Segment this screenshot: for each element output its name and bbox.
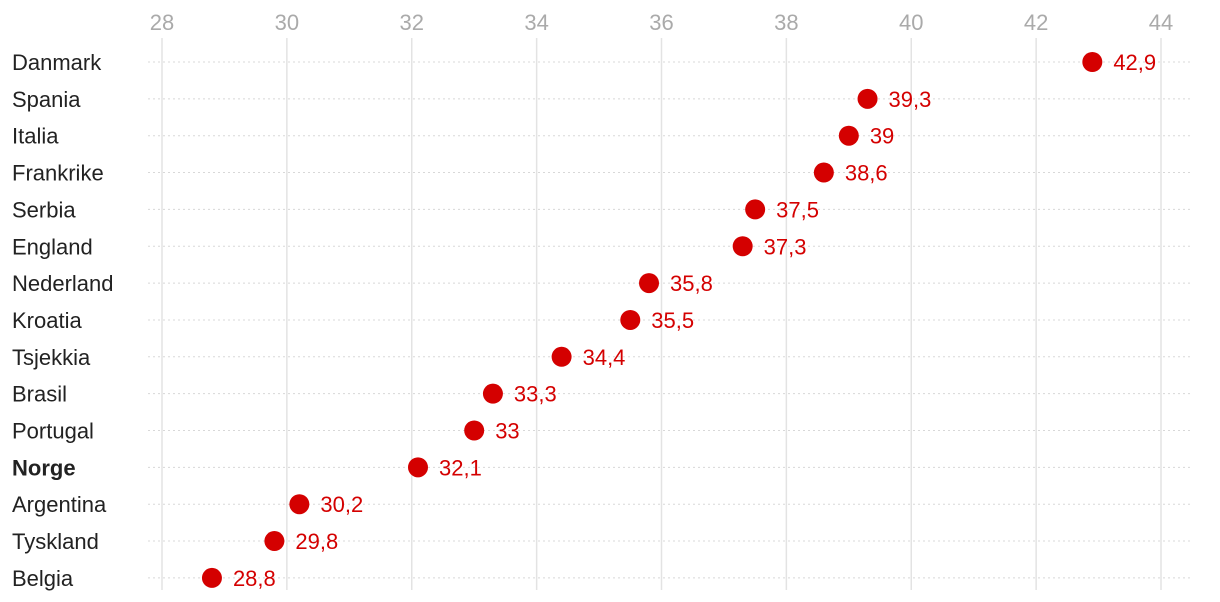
data-label-serbia: 37,5: [776, 197, 819, 222]
data-point-frankrike: [813, 162, 834, 183]
category-label-serbia: Serbia: [12, 197, 76, 222]
data-point-spania: [857, 88, 878, 109]
x-tick-label-30: 30: [275, 10, 299, 35]
data-label-argentina: 30,2: [320, 492, 363, 517]
x-axis-tick-labels: 28 30 32 34 36 38 40 42 44: [150, 10, 1173, 35]
category-label-england: England: [12, 234, 93, 259]
data-point-danmark: [1082, 52, 1103, 72]
x-tick-label-28: 28: [150, 10, 174, 35]
data-label-spania: 39,3: [889, 87, 932, 112]
data-label-tsjekkia: 34,4: [583, 345, 626, 370]
data-label-italia: 39: [870, 124, 894, 149]
category-label-argentina: Argentina: [12, 492, 107, 517]
x-tick-label-38: 38: [774, 10, 798, 35]
category-label-spania: Spania: [12, 87, 81, 112]
category-label-belgia: Belgia: [12, 566, 74, 591]
data-point-portugal: [464, 420, 485, 441]
category-label-kroatia: Kroatia: [12, 308, 82, 333]
category-label-nederland: Nederland: [12, 271, 114, 296]
category-label-norge: Norge: [12, 455, 76, 480]
data-points: [201, 52, 1103, 588]
category-labels: Danmark Spania Italia Frankrike Serbia Englan…: [12, 50, 114, 591]
horizontal-gridlines: [148, 61, 1190, 579]
x-tick-label-40: 40: [899, 10, 923, 35]
data-point-nederland: [639, 273, 660, 294]
data-point-argentina: [289, 494, 310, 515]
category-label-tsjekkia: Tsjekkia: [12, 345, 91, 370]
data-label-kroatia: 35,5: [651, 308, 694, 333]
x-tick-label-34: 34: [524, 10, 548, 35]
data-label-tyskland: 29,8: [295, 529, 338, 554]
x-tick-label-36: 36: [649, 10, 673, 35]
data-point-tsjekkia: [551, 346, 572, 367]
data-point-belgia: [201, 567, 222, 588]
category-label-portugal: Portugal: [12, 419, 94, 444]
data-label-england: 37,3: [764, 234, 807, 259]
category-label-italia: Italia: [12, 124, 59, 149]
data-labels: 42,9 39,3 39 38,6 37,5 37,3 35,8 35,5 34,4 33,3 33…: [233, 50, 1156, 591]
data-point-brasil: [482, 383, 503, 404]
category-label-brasil: Brasil: [12, 382, 67, 407]
x-tick-label-32: 32: [400, 10, 424, 35]
data-label-danmark: 42,9: [1113, 50, 1156, 75]
data-point-kroatia: [620, 309, 641, 330]
data-label-portugal: 33: [495, 419, 519, 444]
data-point-serbia: [745, 199, 766, 220]
vertical-gridlines: [161, 38, 1162, 590]
data-label-frankrike: 38,6: [845, 161, 888, 186]
data-point-england: [732, 236, 753, 257]
data-point-norge: [407, 457, 428, 478]
data-label-brasil: 33,3: [514, 382, 557, 407]
category-label-frankrike: Frankrike: [12, 161, 104, 186]
data-point-tyskland: [264, 531, 285, 552]
data-label-norge: 32,1: [439, 455, 482, 480]
x-tick-label-42: 42: [1024, 10, 1048, 35]
data-point-italia: [838, 125, 859, 146]
data-label-nederland: 35,8: [670, 271, 713, 296]
x-tick-label-44: 44: [1149, 10, 1173, 35]
data-label-belgia: 28,8: [233, 566, 276, 591]
category-label-tyskland: Tyskland: [12, 529, 99, 554]
category-label-danmark: Danmark: [12, 50, 102, 75]
